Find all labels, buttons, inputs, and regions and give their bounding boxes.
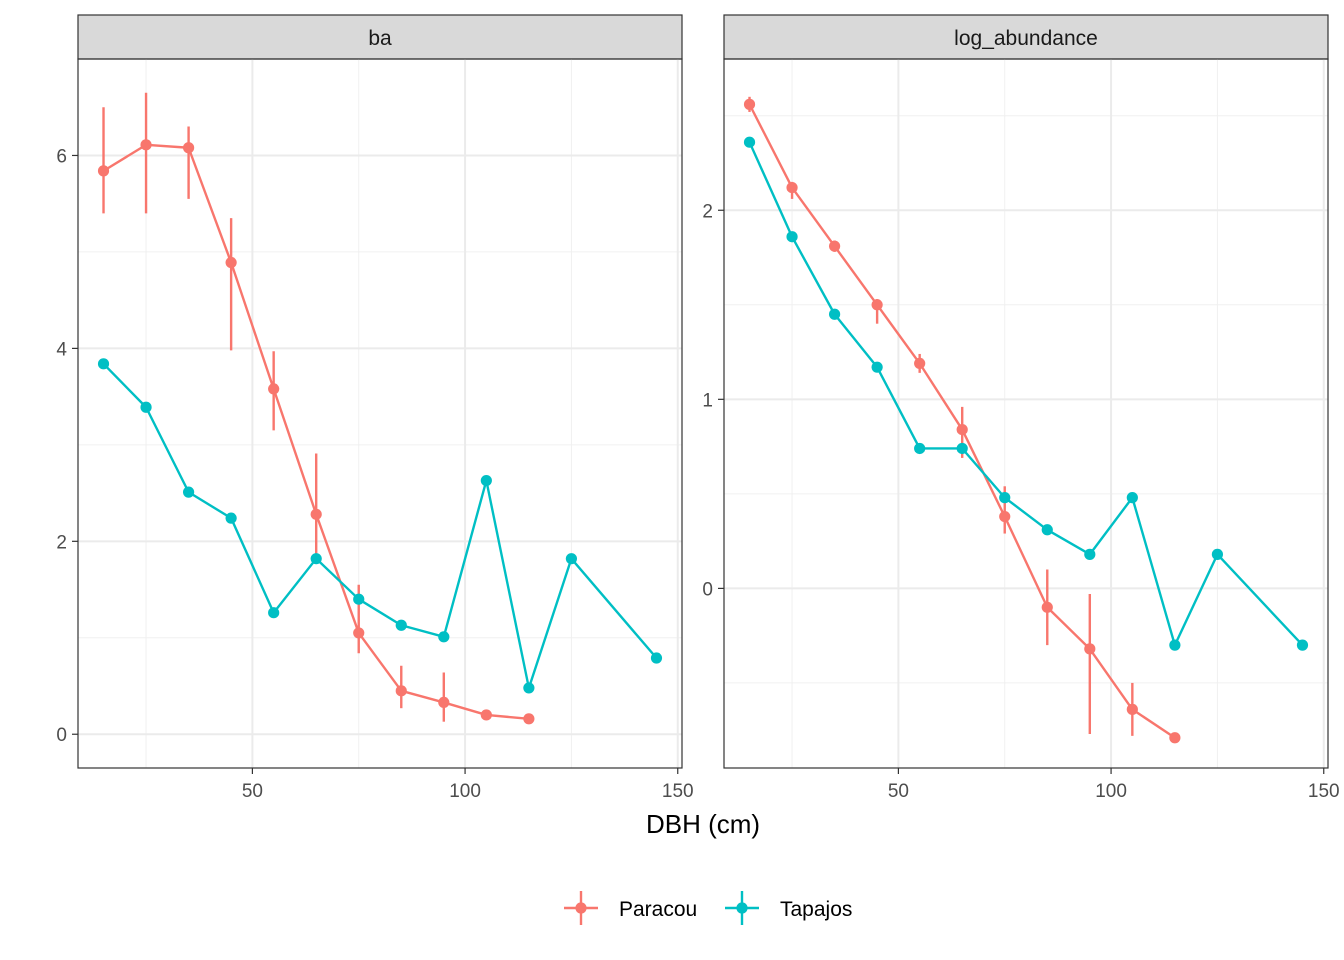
data-point: [565, 553, 578, 565]
x-tick-label: 50: [888, 781, 909, 802]
legend-item-Tapajos: Tapajos: [725, 891, 852, 925]
data-point: [1126, 492, 1138, 504]
x-tick-label: 100: [449, 781, 481, 802]
data-point: [999, 510, 1011, 523]
legend-key-point: [575, 902, 587, 914]
data-point: [523, 713, 535, 725]
facet-title: log_abundance: [954, 27, 1098, 50]
x-tick-label: 150: [662, 781, 694, 802]
data-point: [97, 165, 110, 177]
data-point: [1169, 732, 1181, 744]
data-point: [353, 627, 365, 639]
data-point: [480, 709, 492, 721]
y-tick-label: 2: [56, 532, 67, 553]
data-point: [956, 423, 968, 436]
data-point: [97, 358, 110, 370]
series-Tapajos: [743, 136, 1309, 651]
y-tick-label: 4: [56, 339, 67, 360]
panel-border: [77, 58, 683, 769]
data-point: [1169, 639, 1181, 651]
data-point: [786, 181, 798, 194]
data-point: [650, 652, 663, 664]
y-tick-label: 6: [56, 146, 67, 167]
data-point: [438, 631, 450, 643]
data-point: [786, 231, 798, 243]
legend-label: Paracou: [619, 898, 697, 921]
data-point: [225, 256, 237, 269]
data-point: [1296, 639, 1309, 651]
data-point: [480, 474, 492, 487]
series-Paracou: [97, 92, 535, 725]
data-point: [871, 299, 883, 311]
panel-log_abundance: log_abundance 50 100 150 0 1 2: [702, 14, 1340, 802]
data-point: [1041, 601, 1053, 613]
data-point: [914, 442, 926, 455]
data-point: [999, 492, 1011, 504]
data-point: [1084, 643, 1096, 655]
data-point: [268, 383, 280, 395]
data-point: [438, 696, 450, 709]
data-point: [225, 512, 237, 524]
facet-title: ba: [368, 27, 392, 50]
panel-ba: ba 50 100 150 0 2 4 6: [56, 14, 694, 802]
panel-border: [723, 58, 1329, 769]
data-point: [395, 685, 407, 697]
x-tick-label: 100: [1095, 781, 1127, 802]
x-tick-label: 150: [1308, 781, 1340, 802]
data-point: [182, 142, 195, 154]
facet-strip: [77, 14, 683, 60]
data-point: [182, 486, 195, 498]
legend-item-Paracou: Paracou: [564, 891, 697, 925]
data-point: [828, 240, 841, 252]
y-tick-label: 0: [56, 725, 67, 746]
data-point: [140, 401, 152, 413]
y-tick-label: 0: [702, 579, 713, 600]
legend-key-point: [736, 902, 748, 914]
data-point: [1126, 703, 1138, 715]
data-point: [1211, 548, 1224, 560]
data-point: [1041, 524, 1053, 536]
data-point: [914, 357, 926, 369]
data-point: [871, 361, 883, 373]
data-point: [353, 593, 365, 605]
y-tick-label: 1: [702, 390, 713, 411]
data-point: [743, 136, 756, 148]
data-point: [828, 308, 841, 320]
x-axis-title: DBH (cm): [646, 809, 760, 839]
data-point: [956, 442, 968, 455]
x-tick-label: 50: [242, 781, 263, 802]
series-Paracou: [743, 96, 1181, 744]
data-point: [140, 139, 152, 151]
data-point: [395, 619, 407, 631]
data-point: [523, 682, 535, 694]
series-Tapajos: [97, 358, 663, 694]
data-point: [310, 508, 322, 520]
y-tick-label: 2: [702, 201, 713, 222]
series-line: [102, 362, 658, 690]
legend: Paracou Tapajos: [564, 891, 852, 925]
series-line: [748, 141, 1304, 647]
data-point: [268, 607, 280, 619]
data-point: [743, 98, 756, 110]
legend-label: Tapajos: [780, 898, 852, 921]
data-point: [1084, 548, 1096, 560]
data-point: [310, 553, 322, 565]
facet-strip: [723, 14, 1329, 60]
